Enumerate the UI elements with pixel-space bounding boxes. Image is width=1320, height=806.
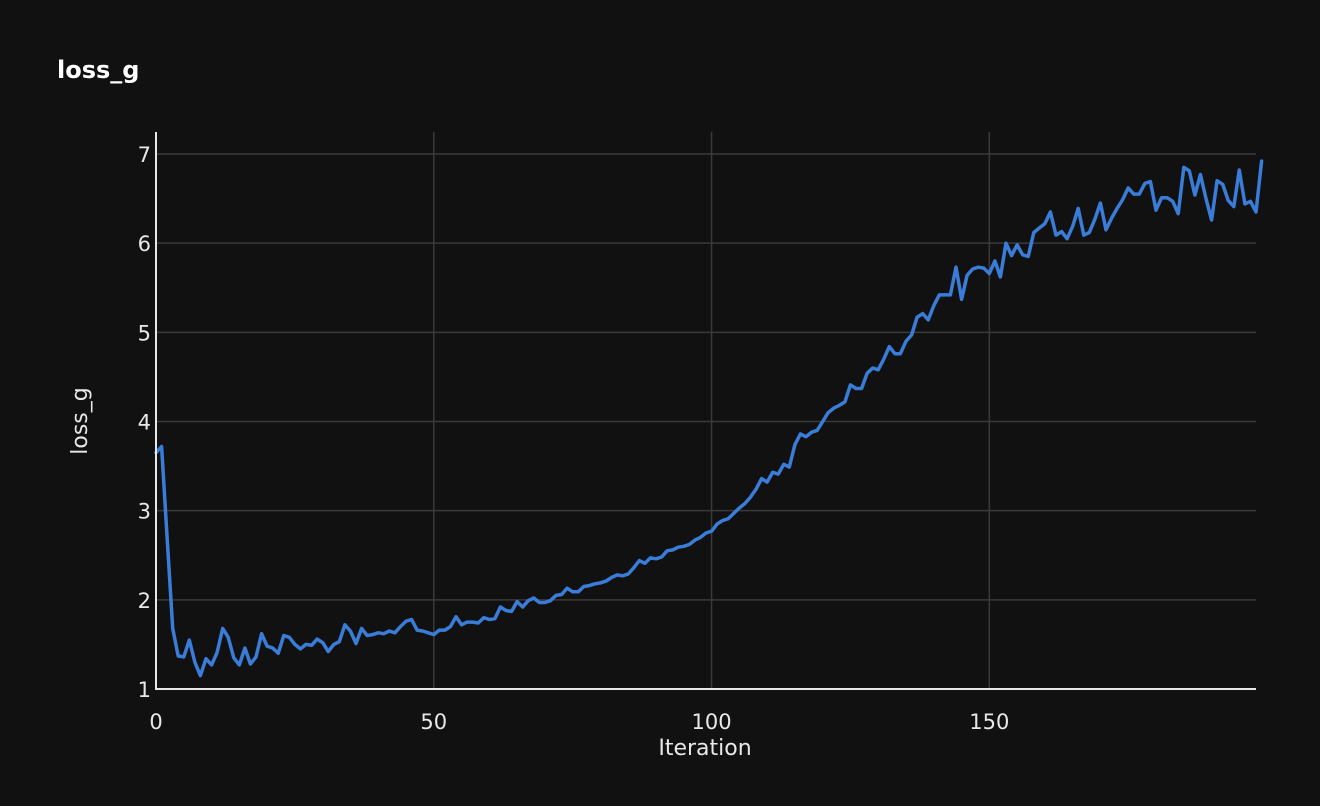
x-tick-label: 0 bbox=[149, 710, 162, 734]
x-tick-label: 150 bbox=[969, 710, 1009, 734]
y-tick-label: 1 bbox=[138, 678, 151, 702]
x-tick-label: 100 bbox=[692, 710, 732, 734]
y-tick-label: 6 bbox=[138, 232, 151, 256]
y-tick-label: 7 bbox=[138, 143, 151, 167]
series-line bbox=[154, 159, 1264, 678]
y-tick-label: 2 bbox=[138, 589, 151, 613]
grid-layer bbox=[156, 132, 1256, 689]
y-tick-label: 3 bbox=[138, 500, 151, 524]
y-tick-label: 4 bbox=[138, 411, 151, 435]
axis-layer: 1 2 3 4 5 6 7 0 50 100 150 bbox=[138, 132, 1256, 734]
x-tick-label: 50 bbox=[420, 710, 447, 734]
y-axis-title: loss_g bbox=[68, 387, 93, 454]
series-layer bbox=[154, 159, 1264, 678]
chart-title: loss_g bbox=[57, 56, 140, 84]
y-tick-label: 5 bbox=[138, 321, 151, 345]
x-axis-title: Iteration bbox=[658, 736, 751, 761]
